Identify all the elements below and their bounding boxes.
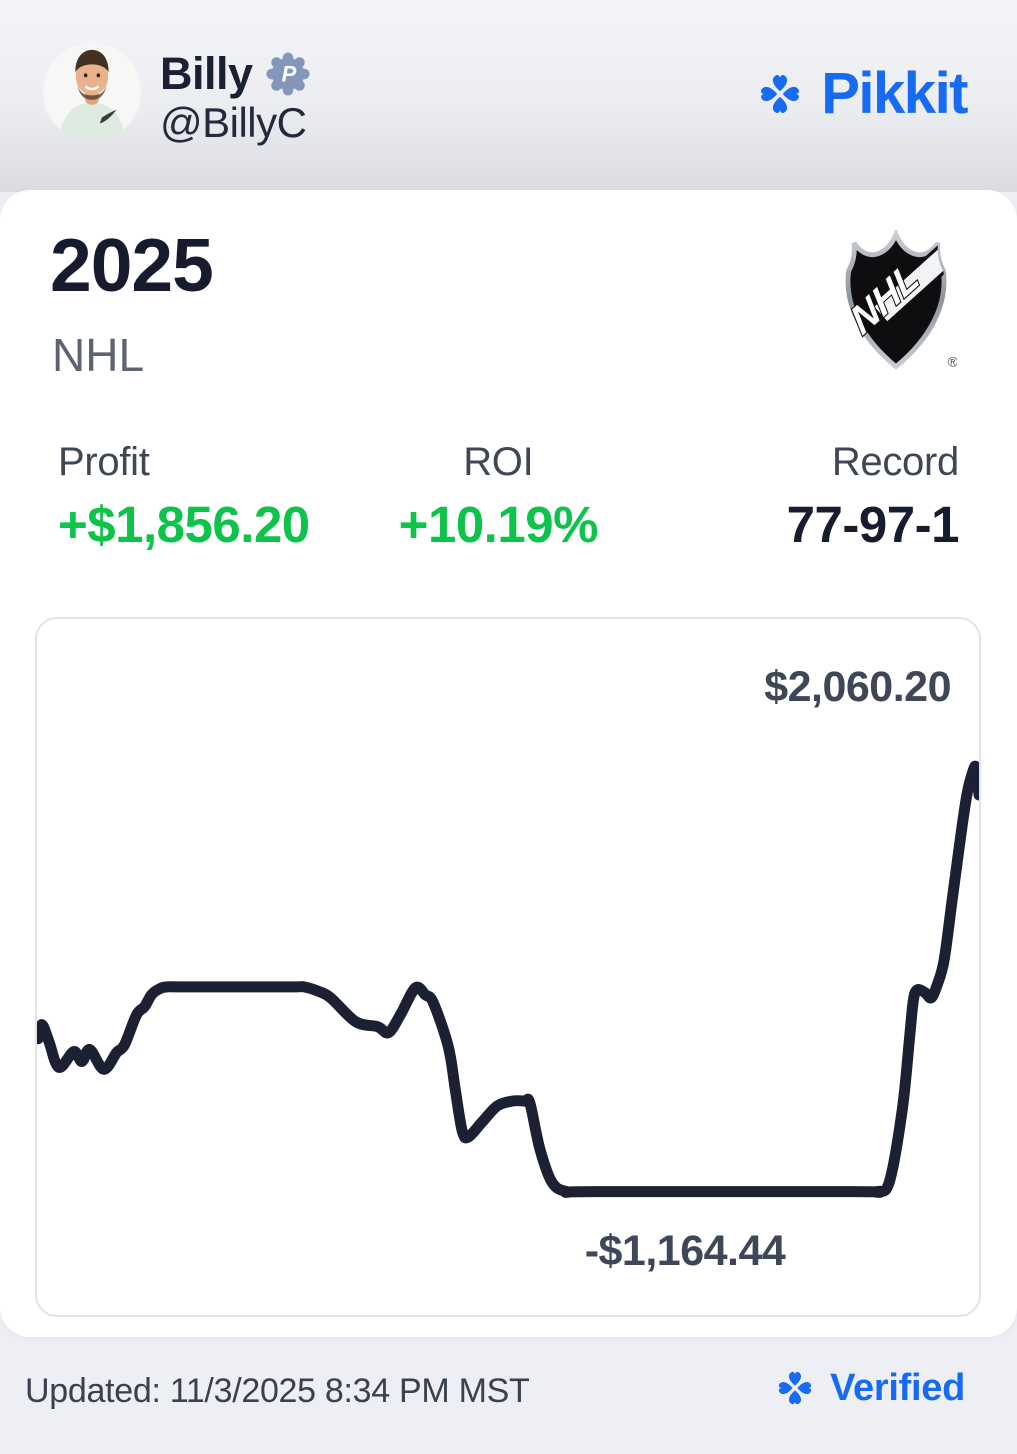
stats-row: Profit +$1,856.20 ROI +10.19% Record 77-… — [0, 440, 1017, 554]
profit-chart-panel: $2,060.20 -$1,164.44 — [35, 617, 981, 1317]
pikkit-clover-icon — [761, 74, 800, 113]
verified-badge: Verified — [772, 1365, 965, 1411]
stat-record-value: 77-97-1 — [786, 496, 960, 553]
pikkit-pro-badge-icon: P — [265, 52, 310, 96]
brand-name: Pikkit — [821, 61, 968, 126]
stat-profit-value: +$1,856.20 — [58, 496, 310, 553]
user-name: Billy — [160, 48, 253, 99]
profile-header: Billy P @BillyC Pikkit — [0, 0, 1017, 192]
profit-line-chart — [37, 760, 979, 1198]
stat-roi-label: ROI — [463, 440, 534, 484]
stat-record: Record 77-97-1 — [651, 440, 1017, 554]
updated-timestamp: Updated: 11/3/2025 8:34 PM MST — [25, 1372, 530, 1410]
avatar-illustration — [43, 43, 141, 141]
card-league: NHL — [52, 329, 145, 381]
stat-profit-label: Profit — [58, 440, 150, 484]
user-handle: @BillyC — [160, 99, 307, 146]
profit-line-path — [37, 760, 979, 1198]
registered-mark: ® — [948, 354, 957, 370]
avatar — [43, 43, 141, 141]
chart-max-label: $2,060.20 — [764, 663, 951, 711]
chart-min-label: -$1,164.44 — [584, 1227, 786, 1275]
badge-letter: P — [281, 62, 296, 87]
nhl-logo: NHL ® — [843, 230, 957, 370]
verified-label: Verified — [830, 1366, 965, 1409]
stat-profit: Profit +$1,856.20 — [0, 440, 346, 554]
stat-roi-value: +10.19% — [398, 496, 599, 553]
stats-card: 2025 NHL NHL ® Profit +$1,856.20 ROI +10… — [0, 190, 1017, 1337]
stat-record-label: Record — [831, 440, 959, 484]
pikkit-brand: Pikkit — [753, 60, 968, 127]
stat-roi: ROI +10.19% — [346, 440, 651, 554]
card-title-year: 2025 — [50, 223, 214, 307]
footer: Updated: 11/3/2025 8:34 PM MST Verified — [0, 1337, 1017, 1454]
verified-clover-icon — [778, 1371, 812, 1405]
